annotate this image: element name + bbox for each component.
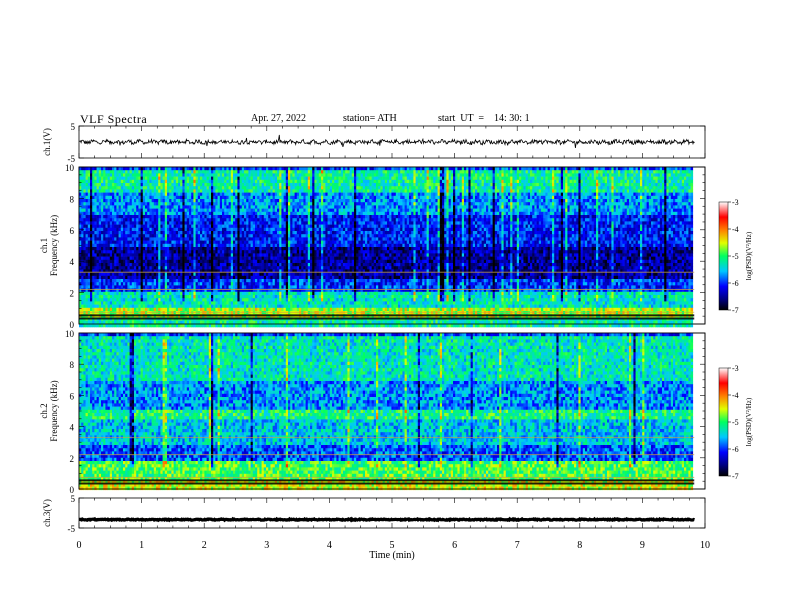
ch2-spectrogram xyxy=(79,333,694,491)
ch1-channel-label: ch.1 xyxy=(39,238,49,253)
y-tick-label: 5 xyxy=(71,494,76,504)
ch2-colorbar xyxy=(718,367,729,477)
y-tick-label: 8 xyxy=(70,194,75,204)
x-tick-label: 1 xyxy=(139,540,144,551)
colorbar-tick-label: -4 xyxy=(732,225,739,234)
x-tick-label: 8 xyxy=(577,540,582,551)
colorbar-tick-label: -3 xyxy=(732,364,739,373)
colorbar-tick-label: -5 xyxy=(732,418,739,427)
colorbar-tick-label: -7 xyxy=(732,306,739,315)
ch1-colorbar xyxy=(718,201,729,311)
chart-title: VLF Spectra xyxy=(80,112,147,127)
ch1-colorbar-label: log(PSD)(V²/Hz) xyxy=(745,231,753,280)
ch3-ylabel: ch.3(V) xyxy=(42,499,52,527)
ch2-ylabel: Frequency (kHz) xyxy=(49,380,59,441)
y-tick-label: 8 xyxy=(70,360,75,370)
y-tick-label: 2 xyxy=(70,289,75,299)
x-tick-label: 2 xyxy=(202,540,207,551)
ch3-waveform-line xyxy=(79,516,696,523)
ch1-ylabel: Frequency (kHz) xyxy=(49,215,59,276)
x-tick-label: 4 xyxy=(327,540,332,551)
colorbar-tick-label: -6 xyxy=(732,279,739,288)
ch1-spectrogram xyxy=(79,167,694,328)
x-tick-label: 5 xyxy=(390,540,395,551)
colorbar-tick-label: -7 xyxy=(732,472,739,481)
y-tick-label: 0 xyxy=(70,320,75,330)
y-tick-label: 10 xyxy=(65,163,75,173)
ch2-channel-label: ch.2 xyxy=(39,403,49,418)
ch2-colorbar-label: log(PSD)(V²/Hz) xyxy=(745,397,753,446)
colorbar-tick-label: -4 xyxy=(732,391,739,400)
colorbar-tick-label: -6 xyxy=(732,445,739,454)
y-tick-label: 0 xyxy=(70,485,75,495)
ch1-ylabel: ch.1(V) xyxy=(42,128,52,156)
x-tick-label: 6 xyxy=(452,540,457,551)
y-tick-label: -5 xyxy=(68,154,76,164)
data-end-gap xyxy=(694,333,705,489)
date-label: Apr. 27, 2022 xyxy=(251,113,306,124)
colorbar-tick-label: -5 xyxy=(732,252,739,261)
station-label: station= ATH xyxy=(343,113,397,124)
y-tick-label: 2 xyxy=(70,454,75,464)
x-tick-label: 10 xyxy=(700,540,710,551)
y-tick-label: -5 xyxy=(68,524,76,534)
y-tick-label: 6 xyxy=(70,226,75,236)
x-tick-label: 9 xyxy=(640,540,645,551)
x-tick-label: 7 xyxy=(515,540,520,551)
data-end-gap xyxy=(694,167,705,324)
y-tick-label: 5 xyxy=(71,122,76,132)
colorbar-tick-label: -3 xyxy=(732,198,739,207)
x-tick-label: 3 xyxy=(264,540,269,551)
y-tick-label: 10 xyxy=(65,329,75,339)
x-axis-label: Time (min) xyxy=(369,550,414,561)
y-tick-label: 6 xyxy=(70,391,75,401)
start-time-label: start UT = 14: 30: 1 xyxy=(438,113,530,124)
ch1-waveform-line xyxy=(78,134,695,149)
y-tick-label: 4 xyxy=(70,257,75,267)
x-tick-label: 0 xyxy=(77,540,82,551)
y-tick-label: 4 xyxy=(70,423,75,433)
